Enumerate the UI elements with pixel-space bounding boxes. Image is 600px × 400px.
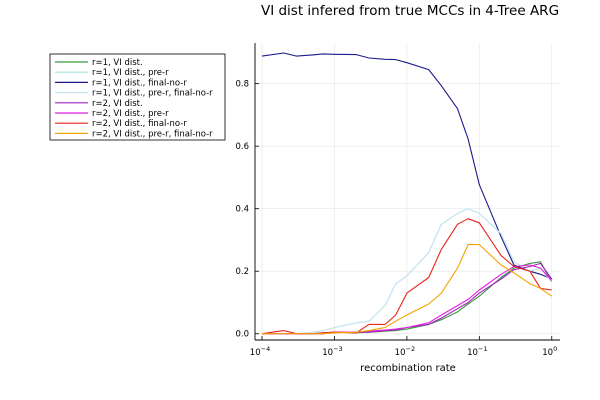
- legend-label: r=1, VI dist., pre-r, final-no-r: [92, 89, 213, 99]
- legend-label: r=2, VI dist., pre-r, final-no-r: [92, 129, 213, 139]
- y-tick-label: 0.2: [235, 267, 249, 277]
- legend-label: r=1, VI dist., final-no-r: [92, 78, 187, 88]
- legend-box: [49, 53, 226, 141]
- x-axis-title: recombination rate: [360, 363, 456, 374]
- series-line-4: [262, 208, 553, 335]
- legend-label: r=1, VI dist.: [92, 58, 143, 68]
- series-lines: [261, 52, 553, 335]
- series-line-3: [261, 52, 552, 280]
- legend: r=1, VI dist.r=1, VI dist., pre-rr=1, VI…: [49, 53, 226, 141]
- legend-label: r=2, VI dist.: [92, 99, 143, 109]
- chart-title: VI dist infered from true MCCs in 4-Tree…: [261, 3, 559, 19]
- y-tick-label: 0.0: [235, 330, 249, 340]
- legend-label: r=2, VI dist., pre-r: [92, 109, 169, 119]
- legend-label: r=1, VI dist., pre-r: [92, 68, 169, 78]
- legend-label: r=2, VI dist., final-no-r: [92, 119, 187, 129]
- series-line-8: [262, 244, 553, 335]
- y-tick-label: 0.4: [235, 205, 249, 215]
- y-tick-label: 0.6: [235, 142, 249, 152]
- y-tick-label: 0.8: [235, 80, 249, 90]
